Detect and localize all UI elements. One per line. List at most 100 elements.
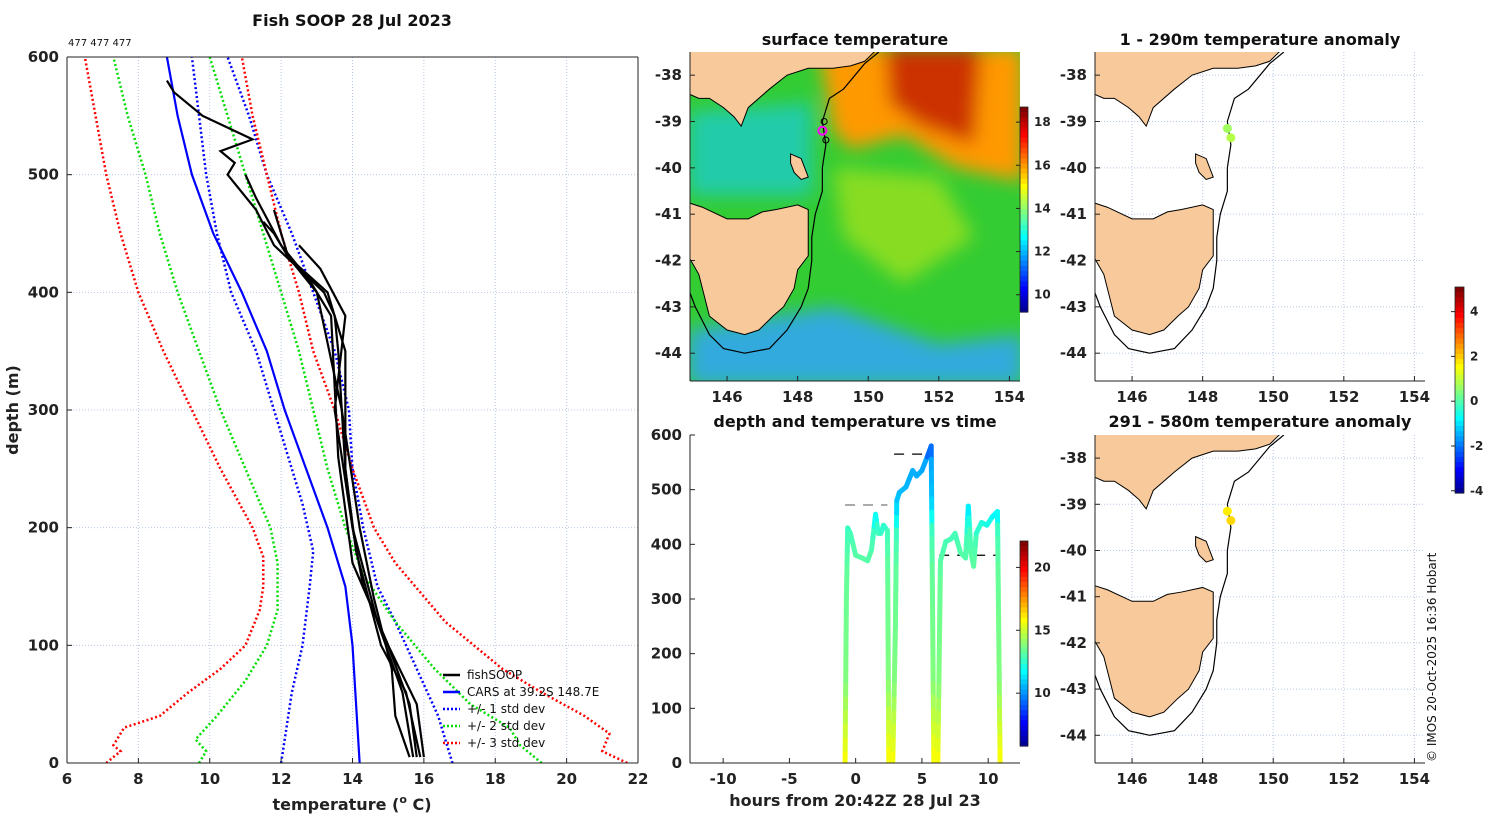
shelf-contour bbox=[690, 52, 880, 354]
land-mainland bbox=[690, 52, 875, 128]
colorbar-frame bbox=[1019, 540, 1029, 747]
shelf-contour bbox=[1095, 52, 1285, 354]
series-fishsoop bbox=[244, 174, 425, 758]
colorbar-segment bbox=[1455, 487, 1464, 494]
colorbar-segment bbox=[1020, 587, 1028, 593]
x-tick-label: 148 bbox=[782, 388, 813, 406]
colorbar-segment bbox=[1020, 189, 1028, 195]
colorbar-segment bbox=[1020, 597, 1028, 604]
colorbar-segment bbox=[1455, 343, 1464, 350]
y-tick-label: 300 bbox=[28, 401, 59, 419]
colorbar-segment bbox=[1020, 158, 1028, 164]
colorbar-segment bbox=[1020, 214, 1028, 221]
colorbar-segment bbox=[1455, 446, 1464, 453]
y-tick-label: -40 bbox=[1060, 159, 1087, 177]
colorbar-frame bbox=[1454, 286, 1465, 494]
sst-field bbox=[690, 52, 1020, 381]
colorbar-segment bbox=[1020, 245, 1028, 252]
y-tick-label: -43 bbox=[1060, 298, 1087, 316]
colorbar-segment bbox=[1020, 107, 1028, 113]
colorbar-segment bbox=[1020, 168, 1028, 175]
colorbar-segment bbox=[1020, 178, 1028, 185]
y-tick-label: 0 bbox=[672, 754, 682, 772]
colorbar-segment bbox=[1455, 292, 1464, 298]
colorbar-segment bbox=[1020, 561, 1028, 568]
x-tick-label: -5 bbox=[781, 770, 798, 788]
colorbar-segment bbox=[1020, 541, 1028, 547]
time-plot-title: depth and temperature vs time bbox=[713, 412, 996, 431]
colorbar-tick-label: 4 bbox=[1470, 305, 1478, 319]
colorbar-tick-label: 14 bbox=[1034, 201, 1051, 215]
legend-label-cars: CARS at 39.2S 148.7E bbox=[467, 685, 599, 699]
colorbar-segment bbox=[1020, 250, 1028, 257]
y-tick-label: -43 bbox=[655, 298, 682, 316]
y-tick-label: -38 bbox=[655, 66, 682, 84]
colorbar-segment bbox=[1020, 142, 1028, 149]
sst-cool-region bbox=[690, 102, 812, 196]
y-tick-label: -42 bbox=[1060, 634, 1087, 652]
profile-ylabel: depth (m) bbox=[3, 365, 22, 455]
colorbar-segment bbox=[1020, 710, 1028, 716]
series-fishsoop bbox=[298, 244, 415, 758]
colorbar-segment bbox=[1020, 628, 1028, 634]
x-tick-label: 5 bbox=[917, 770, 927, 788]
colorbar-segment bbox=[1020, 301, 1028, 308]
series--2-std-dev-low- bbox=[112, 57, 279, 763]
x-tick-label: 154 bbox=[1399, 388, 1430, 406]
colorbar-segment bbox=[1020, 735, 1028, 742]
sst-cold-region bbox=[690, 306, 1020, 381]
land-flinders-island bbox=[1195, 153, 1214, 180]
colorbar-segment bbox=[1020, 224, 1028, 231]
sst-map-title: surface temperature bbox=[762, 30, 949, 49]
sst-mild-region bbox=[832, 167, 975, 284]
y-tick-label: -39 bbox=[655, 113, 682, 131]
colorbar-tick-label: 18 bbox=[1034, 115, 1051, 129]
y-tick-label: -44 bbox=[1060, 726, 1087, 744]
colorbar-segment bbox=[1020, 281, 1028, 287]
series-fishsoop bbox=[165, 79, 418, 758]
y-tick-label: -40 bbox=[1060, 541, 1087, 559]
map-content bbox=[1095, 52, 1285, 354]
anomaly-point bbox=[1226, 133, 1236, 143]
x-tick-label: 8 bbox=[133, 770, 143, 788]
colorbar-segment bbox=[1020, 127, 1028, 134]
y-tick-label: -41 bbox=[655, 205, 682, 223]
colorbar-segment bbox=[1455, 415, 1464, 422]
series-cars-at-39-2s-148-7e bbox=[165, 57, 361, 763]
colorbar-segment bbox=[1455, 328, 1464, 334]
colorbar-segment bbox=[1455, 420, 1464, 427]
colorbar-segment bbox=[1020, 658, 1028, 665]
colorbar-segment bbox=[1020, 612, 1028, 619]
x-tick-label: 148 bbox=[1187, 388, 1218, 406]
figure-title: Fish SOOP 28 Jul 2023 bbox=[252, 11, 452, 30]
colorbar-segment bbox=[1455, 400, 1464, 407]
colorbar-segment bbox=[1020, 571, 1028, 578]
x-tick-label: 20 bbox=[556, 770, 577, 788]
colorbar-frame bbox=[1019, 106, 1029, 313]
anomaly-deep-map: 146 148 150 152 154 -38 -39 -40 -41 -42 -43 -44 4 2 0 -… bbox=[1060, 286, 1483, 788]
x-tick-label: 10 bbox=[978, 770, 999, 788]
colorbar-segment bbox=[1020, 715, 1028, 721]
colorbar-segment bbox=[1455, 333, 1464, 340]
colorbar-segment bbox=[1455, 302, 1464, 309]
colorbar-segment bbox=[1020, 725, 1028, 732]
colorbar-tick-label: 20 bbox=[1034, 560, 1051, 574]
colorbar-segment bbox=[1455, 482, 1464, 489]
time-plot-xlabel: hours from 20:42Z 28 Jul 23 bbox=[729, 791, 980, 810]
ship-position-marker bbox=[817, 125, 828, 136]
colorbar-segment bbox=[1020, 286, 1028, 293]
colorbar-segment bbox=[1020, 689, 1028, 696]
colorbar-segment bbox=[1020, 240, 1028, 246]
colorbar-segment bbox=[1455, 323, 1464, 329]
y-tick-label: -38 bbox=[1060, 449, 1087, 467]
counts-label: 477 477 477 bbox=[68, 38, 132, 49]
colorbar-segment bbox=[1455, 359, 1464, 365]
x-tick-label: 14 bbox=[342, 770, 363, 788]
colorbar-segment bbox=[1020, 265, 1028, 272]
colorbar-segment bbox=[1020, 148, 1028, 154]
colorbar-segment bbox=[1455, 395, 1464, 401]
anomaly-shallow-title: 1 - 290m temperature anomaly bbox=[1120, 30, 1401, 49]
x-tick-label: 0 bbox=[850, 770, 860, 788]
y-tick-label: -39 bbox=[1060, 495, 1087, 513]
colorbar-segment bbox=[1020, 607, 1028, 614]
